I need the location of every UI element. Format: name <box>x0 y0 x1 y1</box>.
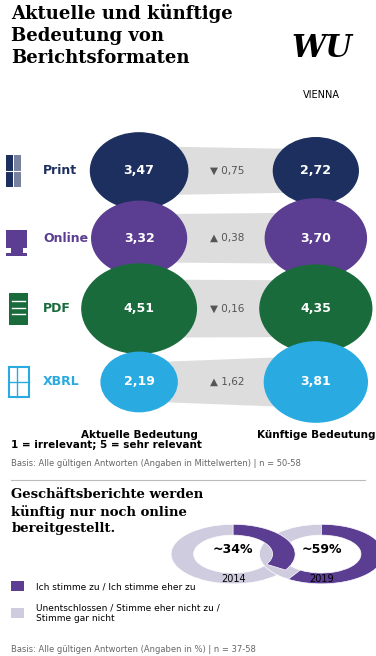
Text: Geschäftsberichte werden
künftig nur noch online
bereitgestellt.: Geschäftsberichte werden künftig nur noc… <box>11 488 203 535</box>
Polygon shape <box>139 146 316 195</box>
Text: 4,35: 4,35 <box>300 302 331 315</box>
Bar <box>14 155 21 187</box>
Text: ▲ 1,62: ▲ 1,62 <box>210 377 245 387</box>
Circle shape <box>260 265 372 352</box>
Circle shape <box>82 264 196 354</box>
Text: Unentschlossen / Stimme eher nicht zu /
Stimme gar nicht: Unentschlossen / Stimme eher nicht zu / … <box>36 604 220 623</box>
Wedge shape <box>171 524 295 584</box>
Bar <box>6 253 27 256</box>
Wedge shape <box>288 524 376 584</box>
Text: Künftige Bedeutung: Künftige Bedeutung <box>256 430 375 440</box>
Bar <box>11 247 23 255</box>
Text: Basis: Alle gültigen Antworten (Angaben in %) | n = 37-58: Basis: Alle gültigen Antworten (Angaben … <box>11 646 256 654</box>
Polygon shape <box>139 213 316 264</box>
Text: ~59%: ~59% <box>301 543 342 556</box>
Polygon shape <box>139 279 316 338</box>
Circle shape <box>91 133 188 209</box>
Text: XBRL: XBRL <box>43 375 80 388</box>
Text: 2014: 2014 <box>221 574 246 584</box>
Bar <box>9 367 29 397</box>
Text: Basis: Alle gültigen Antworten (Angaben in Mittelwerten) | n = 50-58: Basis: Alle gültigen Antworten (Angaben … <box>11 459 301 468</box>
Text: ▼ 0,75: ▼ 0,75 <box>210 166 245 176</box>
Text: 2,72: 2,72 <box>300 164 331 177</box>
Bar <box>6 155 13 187</box>
Circle shape <box>92 201 186 276</box>
Text: WU: WU <box>291 33 352 64</box>
Bar <box>6 230 27 248</box>
Text: PDF: PDF <box>43 302 71 315</box>
Wedge shape <box>259 524 376 584</box>
Circle shape <box>264 342 367 422</box>
Text: Print: Print <box>43 164 77 177</box>
Bar <box>11 608 24 618</box>
Circle shape <box>273 138 358 204</box>
Text: ▼ 0,16: ▼ 0,16 <box>210 304 245 314</box>
Text: 3,47: 3,47 <box>124 164 155 177</box>
Text: Aktuelle und künftige
Bedeutung von
Berichtsformaten: Aktuelle und künftige Bedeutung von Beri… <box>11 4 233 68</box>
Bar <box>11 581 24 591</box>
Circle shape <box>265 199 366 277</box>
Text: 3,81: 3,81 <box>300 375 331 388</box>
Text: Online: Online <box>43 232 88 245</box>
Text: Ich stimme zu / Ich stimme eher zu: Ich stimme zu / Ich stimme eher zu <box>36 582 196 591</box>
Circle shape <box>101 352 177 412</box>
Text: ~34%: ~34% <box>213 543 253 556</box>
Text: VIENNA: VIENNA <box>303 90 340 100</box>
Text: 3,32: 3,32 <box>124 232 155 245</box>
Polygon shape <box>139 356 316 408</box>
Text: Aktuelle Bedeutung: Aktuelle Bedeutung <box>81 430 197 440</box>
Text: 3,70: 3,70 <box>300 232 331 245</box>
Text: 2019: 2019 <box>309 574 334 584</box>
Bar <box>9 293 28 325</box>
Text: 4,51: 4,51 <box>124 302 155 315</box>
Text: 1 = irrelevant; 5 = sehr relevant: 1 = irrelevant; 5 = sehr relevant <box>11 440 202 450</box>
Text: 2,19: 2,19 <box>124 375 155 388</box>
Text: ▲ 0,38: ▲ 0,38 <box>210 234 245 243</box>
Wedge shape <box>233 524 295 570</box>
